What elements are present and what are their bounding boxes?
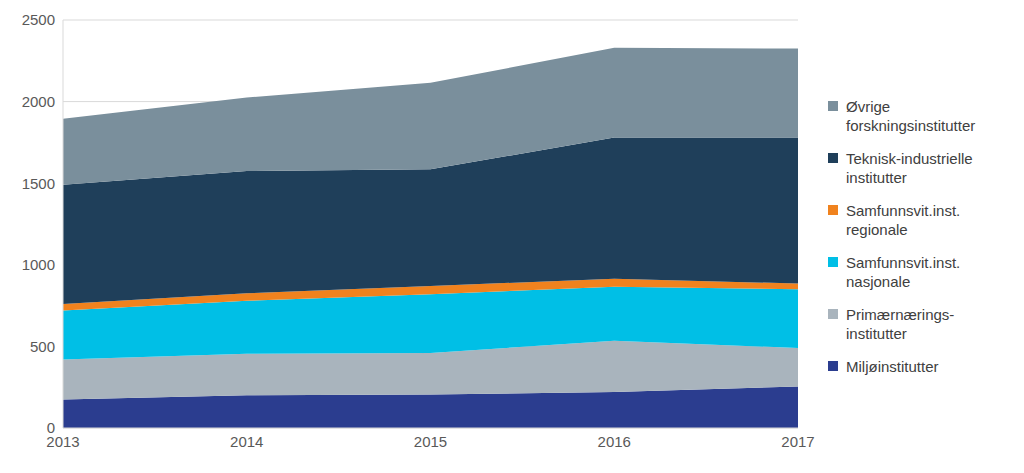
html-text:Samfunnsvit.inst. regionale: Samfunnsvit.inst. regionale — [846, 202, 961, 238]
svg-text:1500: 1500 — [22, 175, 55, 192]
svg-text:2017: 2017 — [781, 433, 814, 450]
html-text:Teknisk-industrielle institutt: Teknisk-industrielle institutter — [846, 150, 973, 186]
html-text:Samfunnsvit.inst. nasjonale: Samfunnsvit.inst. nasjonale — [846, 254, 961, 290]
html-text:Miljøinstitutter: Miljøinstitutter — [846, 358, 939, 375]
svg-text:2013: 2013 — [46, 432, 80, 450]
svg-text:0: 0 — [47, 419, 55, 436]
svg-text:2014: 2014 — [230, 433, 263, 450]
svg-text:2500: 2500 — [22, 11, 55, 28]
svg-text:2000: 2000 — [22, 93, 55, 110]
svg-text:500: 500 — [30, 338, 55, 355]
svg-text:1000: 1000 — [22, 256, 55, 273]
svg-text:2015: 2015 — [414, 433, 447, 450]
html-text:Primærnærings-institutter: Primærnærings-institutter — [846, 306, 955, 342]
html-text:Øvrige forskningsinstitutter: Øvrige forskningsinstitutter — [846, 98, 976, 134]
svg-text:2016: 2016 — [598, 433, 631, 450]
